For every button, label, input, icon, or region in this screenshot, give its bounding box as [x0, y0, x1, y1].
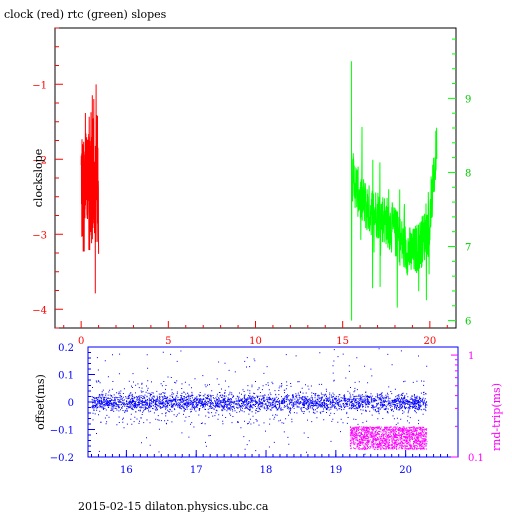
bottom-y2-axis-label: rnd-trip(ms) — [490, 383, 503, 451]
top-y-axis-label: clockslope — [32, 149, 45, 207]
clock-series — [80, 84, 100, 294]
bottom-x-tick-label: 16 — [120, 465, 133, 476]
bottom-x-tick-label: 18 — [260, 465, 273, 476]
top-y2-tick-label: 6 — [465, 317, 471, 328]
top-y2-tick-label: 7 — [465, 243, 471, 254]
bottom-x-tick-label: 17 — [190, 465, 203, 476]
bottom-y-axis-label: offset(ms) — [34, 374, 47, 430]
bottom-y-tick-label: −0.2 — [50, 453, 74, 464]
rnd-trip-points — [349, 426, 428, 450]
rnd-trip-series — [349, 426, 428, 450]
top-chart: 0 5 10 15 20 −4 −3 −2 −1 6 7 8 9 clockslope — [32, 27, 471, 347]
top-y2-tick-label: 8 — [465, 168, 471, 179]
top-x-tick-label: 5 — [165, 336, 171, 347]
bottom-y-tick-label: 0 — [68, 398, 74, 409]
top-y-tick-label: −3 — [32, 230, 47, 241]
bottom-y-axis-left: −0.2 −0.1 0 0.1 0.2 — [50, 343, 95, 464]
bottom-chart: 16 17 18 19 20 −0.2−0.100.10.2 0.11 offset(m… — [34, 343, 503, 476]
bottom-y-axis-right: 0.11 — [451, 351, 484, 464]
top-x-tick-label: 20 — [423, 336, 436, 347]
top-y2-tick-label: 9 — [465, 94, 471, 105]
bottom-y2-tick-label: 1 — [468, 351, 474, 362]
offset-points — [91, 348, 428, 458]
top-chart-title: clock (red) rtc (green) slopes — [4, 8, 167, 21]
bottom-y-tick-label: −0.1 — [50, 426, 74, 437]
bottom-x-tick-label: 20 — [399, 465, 412, 476]
bottom-x-axis: 16 17 18 19 20 — [90, 450, 449, 476]
top-y-axis-right: 6 7 8 9 — [448, 38, 471, 328]
clock-line — [80, 84, 100, 294]
top-x-tick-label: 10 — [249, 336, 262, 347]
top-x-axis: 0 5 10 15 20 — [63, 321, 448, 347]
rtc-line — [350, 61, 438, 321]
footer-text: 2015-02-15 dilaton.physics.ubc.ca — [78, 500, 269, 512]
top-y-tick-label: −2 — [32, 155, 47, 166]
top-y-axis-left: −4 −3 −2 −1 — [32, 27, 63, 329]
top-x-tick-label: 15 — [336, 336, 349, 347]
top-y-tick-label: −4 — [32, 305, 47, 316]
bottom-x-tick-label: 19 — [329, 465, 342, 476]
rtc-series — [350, 61, 438, 321]
top-plot-frame — [54, 27, 457, 329]
bottom-y-tick-label: 0.2 — [58, 343, 74, 354]
bottom-y2-tick-label: 0.1 — [468, 453, 484, 464]
bottom-y-tick-label: 0.1 — [58, 371, 74, 382]
top-y-tick-label: −1 — [32, 80, 47, 91]
top-x-tick-label: 0 — [78, 336, 84, 347]
offset-series — [91, 348, 428, 458]
